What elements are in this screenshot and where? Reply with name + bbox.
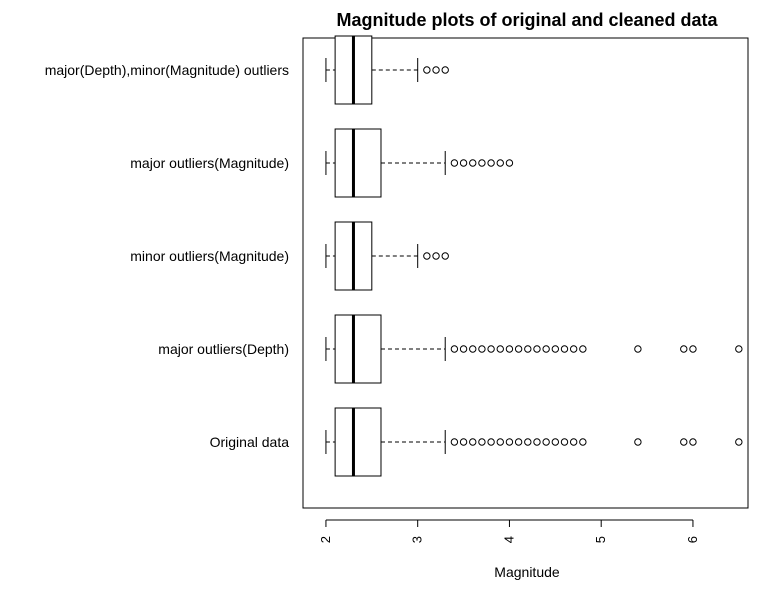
box-group: [325, 35, 743, 477]
outlier-point: [524, 345, 532, 353]
outlier-point: [496, 438, 504, 446]
outlier-point: [680, 438, 688, 446]
outlier-point: [579, 438, 587, 446]
outlier-point: [478, 159, 486, 167]
boxplot-row: [325, 407, 743, 477]
outlier-point: [423, 252, 431, 260]
category-label: major(Depth),minor(Magnitude) outliers: [45, 62, 289, 78]
outlier-point: [487, 345, 495, 353]
category-label: Original data: [210, 434, 290, 450]
outlier-point: [505, 438, 514, 446]
outlier-point: [634, 438, 642, 446]
x-tick-label: 4: [501, 536, 516, 543]
outlier-point: [423, 66, 431, 74]
boxplot-row: [325, 35, 449, 105]
outlier-point: [579, 345, 587, 353]
outlier-point: [680, 345, 688, 353]
outlier-point: [689, 438, 697, 446]
outlier-point: [469, 438, 477, 446]
x-axis-title: Magnitude: [494, 564, 560, 580]
outlier-point: [441, 252, 449, 260]
boxplot-row: [325, 314, 743, 384]
outlier-point: [496, 345, 504, 353]
x-tick-label: 5: [593, 536, 608, 543]
outlier-point: [514, 345, 523, 353]
x-tick-label: 6: [685, 536, 700, 543]
outlier-point: [533, 438, 541, 446]
outlier-point: [560, 345, 569, 353]
category-labels: Original data major outliers(Depth) minor …: [45, 62, 290, 450]
outlier-point: [450, 345, 459, 353]
category-label: minor outliers(Magnitude): [130, 248, 289, 264]
outlier-point: [450, 438, 459, 446]
outlier-point: [450, 159, 459, 167]
iqr-box: [334, 407, 382, 477]
category-label: major outliers(Magnitude): [130, 155, 289, 171]
outlier-point: [533, 345, 541, 353]
outlier-point: [432, 252, 440, 260]
boxplot-row: [325, 128, 514, 198]
outlier-point: [487, 159, 495, 167]
outlier-point: [735, 345, 743, 353]
x-tick-label: 3: [410, 536, 425, 543]
outlier-point: [551, 345, 560, 353]
outlier-point: [569, 345, 578, 353]
outlier-point: [432, 66, 440, 74]
outlier-point: [514, 438, 523, 446]
outlier-point: [505, 345, 514, 353]
outlier-point: [459, 159, 468, 167]
outlier-point: [505, 159, 514, 167]
outlier-point: [441, 66, 449, 74]
outlier-point: [634, 345, 642, 353]
outlier-point: [569, 438, 578, 446]
boxplot-row: [325, 221, 449, 291]
plot-frame: [302, 37, 749, 509]
outlier-point: [487, 438, 495, 446]
outlier-point: [496, 159, 504, 167]
category-label: major outliers(Depth): [158, 341, 289, 357]
chart-title: Magnitude plots of original and cleaned …: [336, 10, 718, 30]
outlier-point: [478, 438, 486, 446]
outlier-point: [469, 345, 477, 353]
outlier-point: [478, 345, 486, 353]
iqr-box: [334, 314, 382, 384]
outlier-point: [524, 438, 532, 446]
outlier-point: [469, 159, 477, 167]
x-axis: 2 3 4 5 6: [318, 519, 700, 543]
outlier-point: [542, 345, 550, 353]
outlier-point: [542, 438, 550, 446]
outlier-point: [689, 345, 697, 353]
outlier-point: [560, 438, 569, 446]
iqr-box: [334, 128, 382, 198]
x-tick-label: 2: [318, 536, 333, 543]
outlier-point: [459, 438, 468, 446]
outlier-point: [551, 438, 560, 446]
outlier-point: [459, 345, 468, 353]
outlier-point: [735, 438, 743, 446]
